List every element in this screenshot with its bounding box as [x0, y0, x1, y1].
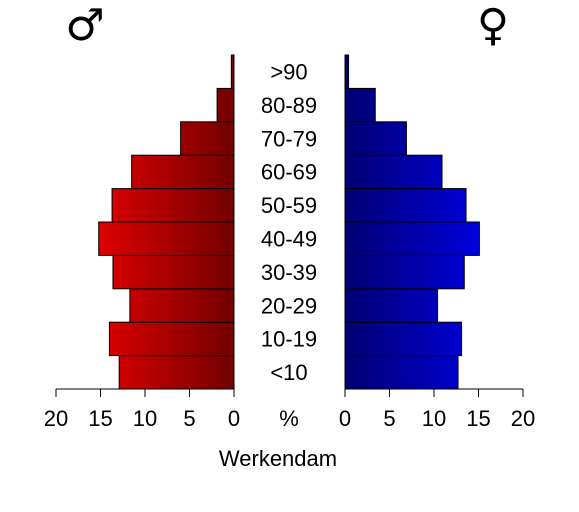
bar — [111, 188, 235, 223]
x-tick-label: 5 — [183, 406, 195, 431]
bar — [180, 121, 235, 156]
bar — [344, 154, 443, 190]
category-label: 70-79 — [261, 126, 317, 151]
bar — [131, 154, 235, 190]
category-label: 50-59 — [261, 193, 317, 218]
x-tick-label: 15 — [466, 406, 490, 431]
bar — [344, 221, 480, 256]
bar — [344, 188, 467, 223]
legend-entry: ♂ — [65, 0, 104, 51]
bar — [344, 321, 463, 357]
x-tick-label: 0 — [339, 406, 351, 431]
category-label: 40-49 — [261, 227, 317, 252]
category-label: >90 — [270, 60, 307, 85]
bar — [118, 355, 235, 390]
category-label: 60-69 — [261, 160, 317, 185]
x-tick-label: 5 — [383, 406, 395, 431]
bar — [129, 288, 235, 323]
category-label: <10 — [270, 360, 307, 385]
bar — [344, 288, 439, 323]
bar — [344, 54, 350, 89]
x-tick-label: 0 — [228, 406, 240, 431]
x-tick-label: 10 — [422, 406, 446, 431]
x-tick-label: 20 — [511, 406, 535, 431]
category-label: 20-29 — [261, 293, 317, 318]
bar — [344, 355, 459, 390]
category-label: 80-89 — [261, 93, 317, 118]
x-tick-label: 15 — [88, 406, 112, 431]
legend-entry: ♀ — [477, 0, 509, 51]
x-tick-label: 10 — [133, 406, 157, 431]
bar — [108, 321, 235, 357]
bar — [344, 254, 465, 290]
category-label: 30-39 — [261, 260, 317, 285]
bar — [112, 254, 235, 290]
bar — [216, 87, 235, 123]
category-label: 10-19 — [261, 327, 317, 352]
bar — [98, 221, 235, 256]
bar — [344, 121, 407, 156]
bar — [230, 54, 235, 89]
axis-label: % — [279, 406, 299, 431]
chart-title: Werkendam — [219, 446, 337, 471]
x-tick-label: 20 — [44, 406, 68, 431]
bar — [344, 87, 376, 123]
